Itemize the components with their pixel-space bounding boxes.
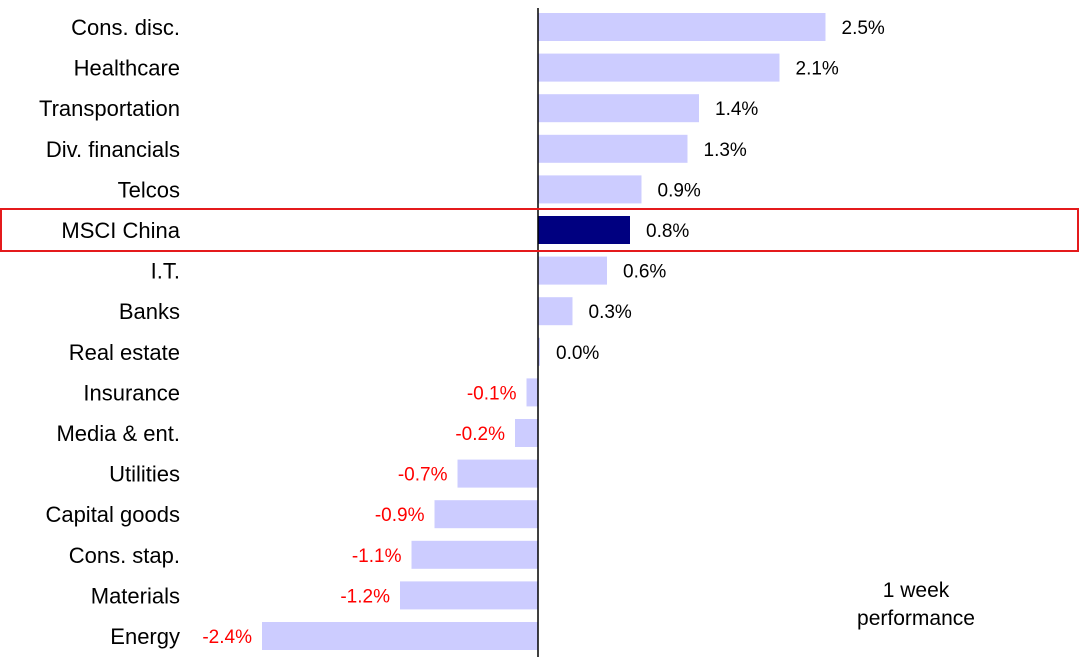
category-label: Media & ent. [56,421,180,446]
category-label: Banks [119,299,180,324]
bar-materials [400,581,538,610]
annotation-line2: performance [857,607,975,630]
category-label: Energy [110,624,180,649]
bar-real-estate [538,337,540,366]
category-label: Cons. stap. [69,543,180,568]
bar-energy [262,622,538,650]
category-label: Insurance [83,380,180,405]
value-labels-group: 2.5%2.1% 1.4% 1.3%0.9% 0.8% 0.6% 0.3% 0.0% -0.1… [202,18,885,648]
value-label: -1.2% [340,586,390,607]
bar-utilities [457,459,538,488]
bar-healthcare [538,53,780,82]
bar-insurance [526,378,538,407]
value-label: -1.1% [352,546,402,567]
bar-telcos [538,175,642,204]
category-label: I.T. [151,259,180,284]
category-label: Cons. disc. [71,15,180,40]
value-label: -2.4% [202,627,252,648]
category-label: Real estate [69,340,180,365]
value-label: 0.6% [623,262,666,283]
value-label: 0.0% [556,343,599,364]
bar-i-t [538,256,607,285]
category-label: Materials [91,583,180,608]
bars-group [262,13,826,650]
value-label: -0.7% [398,465,448,486]
bar-cons-disc [538,13,826,41]
value-label: 0.9% [658,180,701,201]
bar-cons-stap [411,540,538,569]
bar-capital-goods [434,500,538,529]
value-label: 0.3% [589,302,632,323]
value-label: 1.3% [704,140,747,161]
category-labels-group: Cons. disc. Healthcare Transportation Div. … [39,15,181,649]
category-label: Healthcare [74,56,180,81]
category-label: Div. financials [46,137,180,162]
annotation-line1: 1 week [883,579,950,602]
category-label: Telcos [118,177,180,202]
category-label: Transportation [39,96,180,121]
value-label: -0.9% [375,505,425,526]
value-label: 0.8% [646,221,689,242]
category-label: Capital goods [45,502,180,527]
bar-div-financials [538,134,688,163]
category-label: MSCI China [61,218,180,243]
value-label: -0.1% [467,383,517,404]
value-label: 2.1% [796,59,839,80]
value-label: -0.2% [455,424,505,445]
bar-banks [538,297,573,326]
bar-transportation [538,94,699,123]
highlight-box [0,208,1079,252]
value-label: 1.4% [715,99,758,120]
bar-media-ent [515,419,538,447]
category-label: Utilities [109,462,180,487]
value-label: 2.5% [842,18,885,39]
bar-msci-china [538,216,630,244]
